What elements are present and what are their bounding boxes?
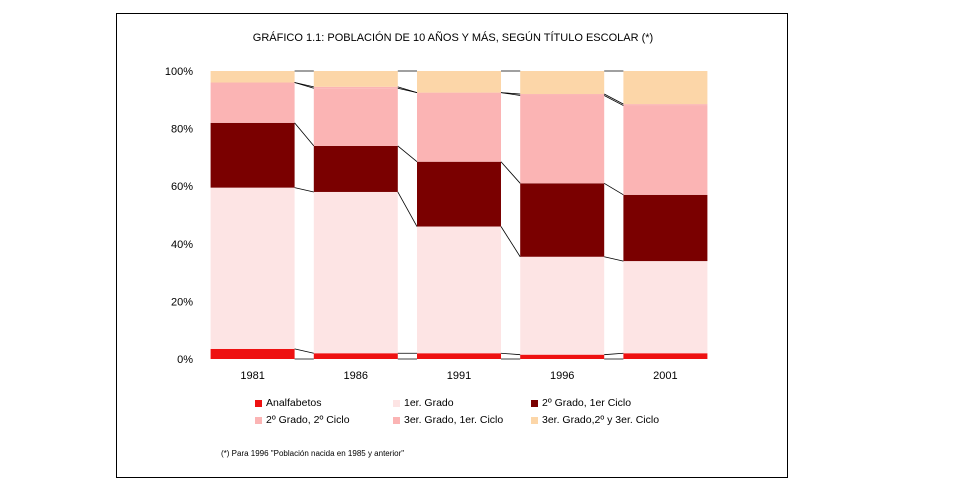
bar-segment: [210, 348, 295, 359]
series-connector-line: [294, 187, 314, 193]
legend-label: Analfabetos: [266, 397, 322, 409]
y-tick-label: 40%: [171, 239, 193, 251]
bar-segment: [313, 88, 398, 146]
bar-segment: [520, 94, 605, 96]
bar-segment: [417, 92, 501, 162]
series-connector-line: [500, 92, 521, 95]
bar-segment: [520, 354, 605, 359]
footnote: (*) Para 1996 "Población nacida en 1985 …: [221, 449, 405, 458]
chart-frame: GRÁFICO 1.1: POBLACIÓN DE 10 AÑOS Y MÁS,…: [116, 13, 788, 478]
x-tick-label: 1991: [447, 370, 471, 382]
y-tick-label: 80%: [171, 124, 193, 136]
bar-segment: [210, 82, 295, 123]
legend-item: 2º Grado, 1er Ciclo: [531, 397, 631, 409]
series-connector-line: [604, 352, 624, 356]
bar-segment: [210, 71, 295, 83]
series-connector-line: [603, 182, 624, 196]
bar-segment: [210, 122, 295, 188]
bar-segment: [623, 353, 708, 359]
x-tick-label: 2001: [653, 370, 677, 382]
bar-segment: [417, 353, 501, 359]
chart-title: GRÁFICO 1.1: POBLACIÓN DE 10 AÑOS Y MÁS,…: [252, 32, 654, 44]
legend-swatch: [393, 416, 400, 424]
series-connector-line: [397, 86, 418, 93]
y-tick-label: 100%: [165, 66, 193, 78]
bar-segment: [623, 71, 708, 105]
series-connector-line: [604, 256, 624, 262]
series-connector-line: [604, 93, 624, 105]
legend-swatch: [531, 399, 538, 407]
bar-segment: [520, 183, 605, 257]
y-tick-label: 0%: [177, 354, 193, 366]
legend-item: 3er. Grado,2º y 3er. Ciclo: [531, 414, 659, 426]
bar-segment: [623, 194, 708, 262]
bar-segment: [313, 353, 398, 359]
stacked-bar-plot: 0% 20% 40% 60% 80% 100% 1981 1986 1991 1996 2001: [165, 66, 708, 382]
legend-label: 3er. Grado, 1er. Ciclo: [404, 414, 504, 426]
legend-item: 3er. Grado, 1er. Ciclo: [393, 414, 503, 426]
legend-label: 3er. Grado,2º y 3er. Ciclo: [542, 414, 660, 426]
legend-swatch: [255, 416, 262, 424]
legend-label: 1er. Grado: [404, 397, 454, 409]
legend-item: 1er. Grado: [393, 397, 454, 409]
legend-swatch: [393, 399, 400, 407]
bar-segment: [623, 261, 708, 354]
bar-segment: [210, 187, 295, 349]
legend-label: 2º Grado, 2º Ciclo: [266, 414, 350, 426]
x-tick-label: 1981: [240, 370, 264, 382]
bar-segment: [417, 71, 501, 93]
bar-segment: [417, 226, 501, 354]
y-tick-label: 20%: [171, 296, 193, 308]
series-connector-line: [397, 145, 418, 163]
series-connector-line: [397, 191, 418, 227]
legend-item: 2º Grado, 2º Ciclo: [255, 414, 350, 426]
series-connector-line: [500, 161, 521, 184]
bar-segment: [313, 86, 398, 89]
bar-segment: [623, 105, 708, 195]
bar-segment: [313, 145, 398, 192]
bar-segment: [313, 191, 398, 354]
legend-swatch: [531, 416, 538, 424]
series-connector-line: [500, 226, 521, 257]
legend-item: Analfabetos: [255, 397, 321, 409]
bar-segment: [313, 71, 398, 87]
bar-segment: [520, 95, 605, 184]
bar-segment: [417, 161, 501, 227]
x-tick-label: 1986: [344, 370, 368, 382]
bar-segment: [520, 256, 605, 355]
bar-segment: [520, 71, 605, 95]
series-connector-line: [604, 95, 624, 106]
x-tick-label: 1996: [550, 370, 574, 382]
series-connector-line: [294, 348, 314, 354]
legend-label: 2º Grado, 1er Ciclo: [542, 397, 632, 409]
series-connector-line: [294, 122, 315, 147]
y-tick-label: 60%: [171, 181, 193, 193]
legend-swatch: [255, 399, 262, 407]
series-connector-line: [500, 352, 521, 356]
series-connector-line: [294, 82, 314, 88]
bar-segment: [623, 104, 708, 106]
